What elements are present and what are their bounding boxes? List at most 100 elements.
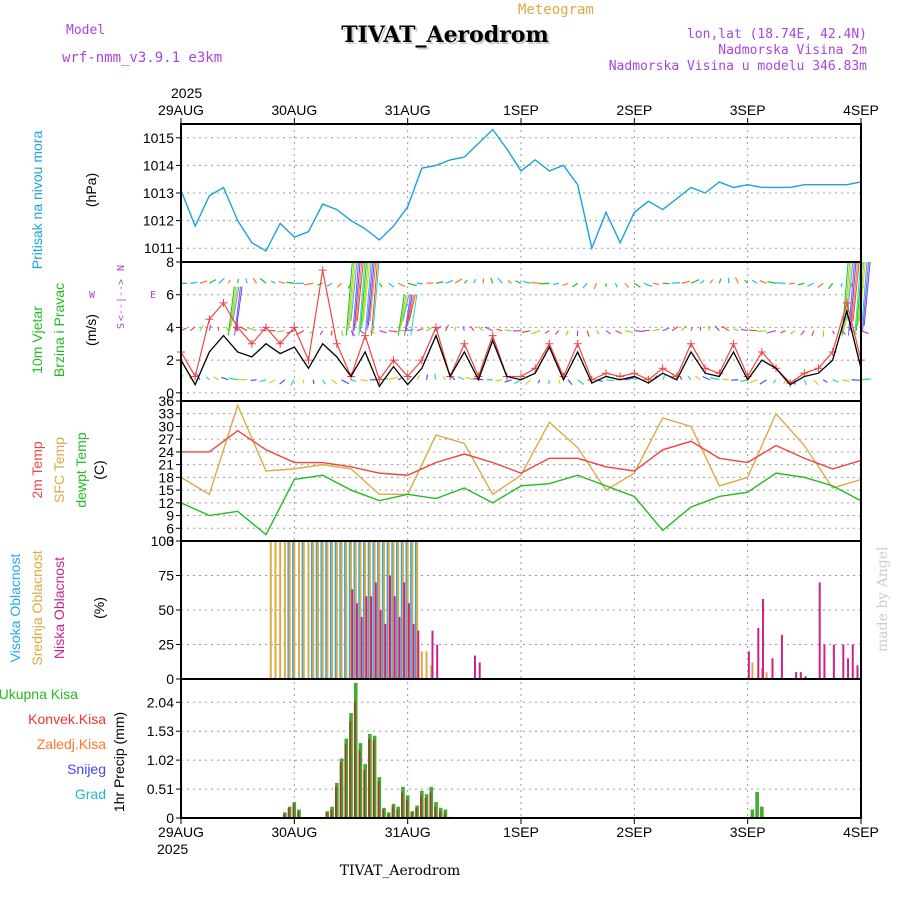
wind-fan-line	[366, 261, 374, 331]
precip-conv-bar	[443, 813, 446, 818]
wind-fan-line	[400, 294, 408, 326]
wind-arrow	[417, 282, 424, 285]
precip-conv-bar	[382, 809, 385, 818]
wind-arrow	[767, 281, 777, 284]
wind-arrow	[252, 277, 258, 284]
y-tick-label: 30	[158, 418, 174, 434]
wind-arrow	[586, 330, 590, 337]
y-tick-label: 1.02	[147, 752, 174, 768]
wind-arrow	[208, 324, 212, 331]
y-tick-label: 1011	[144, 240, 174, 256]
precip-total-bar	[368, 734, 372, 818]
gust-marker	[233, 323, 242, 332]
wind-arrow	[749, 329, 758, 332]
precip-total-bar	[283, 812, 287, 818]
y-tick-label: 0.51	[147, 781, 174, 797]
y-tick-label: 9	[166, 508, 174, 524]
wind-arrow	[722, 378, 729, 381]
dewpt-line	[180, 472, 862, 536]
wind-arrow	[290, 379, 295, 386]
wind-arrow	[504, 329, 512, 332]
precip-conv-bar	[283, 813, 285, 818]
wind-arrow	[278, 280, 286, 284]
wind-arrow	[709, 376, 720, 381]
wind-arrow	[350, 379, 357, 383]
footer-title: TIVAT_Aerodrom	[340, 863, 461, 879]
wind-arrow	[463, 279, 468, 284]
time-label-bottom: 31AUG	[385, 824, 431, 840]
time-label-top: 1SEP	[503, 102, 539, 118]
precip-conv-bar	[415, 807, 418, 818]
wind-fan-line	[364, 261, 372, 336]
cloud-unit: (%)	[91, 597, 107, 619]
time-label-bottom: 4SEP	[843, 824, 879, 840]
wind-fan-line	[846, 261, 854, 321]
wind-arrow	[388, 330, 398, 333]
wind-arrow	[416, 328, 424, 332]
wind-fan-line	[367, 261, 375, 326]
wind-arrow	[605, 330, 611, 335]
wind-arrow	[733, 328, 739, 332]
wind-arrow	[681, 324, 687, 332]
wind-arrow	[369, 330, 376, 334]
gust-marker	[573, 339, 582, 348]
wind-arrow	[690, 326, 694, 331]
gust-marker	[191, 372, 200, 381]
model-name: wrf-nmm_v3.9.1 e3km	[62, 50, 222, 66]
precip-total-bar	[358, 743, 363, 818]
precip-conv-bar	[438, 811, 441, 818]
y-tick-label: 2.04	[147, 694, 174, 710]
y-tick-label: 50	[158, 602, 174, 618]
wind-arrow	[817, 282, 824, 288]
wind-arrow	[860, 330, 869, 335]
wind-arrow	[734, 277, 739, 284]
wind-arrows	[180, 261, 871, 386]
wind-arrow	[465, 376, 474, 381]
pressure-unit: (hPa)	[83, 173, 99, 207]
wind-arrow	[780, 330, 786, 334]
time-label-top: 2SEP	[616, 102, 652, 118]
wind-arrow	[205, 376, 210, 381]
wind-arrow	[279, 379, 286, 385]
wind-arrow	[828, 282, 834, 290]
wind-arrow	[822, 379, 828, 383]
wind-arrow	[740, 379, 748, 382]
pressure-label: Pritisak na nivou mora	[29, 131, 45, 270]
wind-arrow	[582, 282, 588, 289]
time-label-bottom: 1SEP	[503, 824, 539, 840]
y-tick-label: 0	[166, 385, 174, 401]
wind-arrow	[749, 379, 758, 384]
wind-arrow	[209, 279, 217, 284]
wind-arrow	[247, 327, 257, 332]
wind-arrow	[388, 282, 395, 288]
wind-fan-line	[372, 261, 380, 331]
wind-fan-line	[363, 261, 371, 321]
precip-conv-bar	[292, 803, 295, 818]
wind-arrow	[772, 379, 777, 384]
precip-conv-bar	[391, 806, 394, 818]
precip-conv-bar	[401, 792, 403, 818]
wind-arrow	[544, 330, 550, 334]
precip-conv-bar	[330, 809, 333, 818]
wind-arrow	[614, 283, 618, 288]
wind-fan-line	[353, 261, 361, 331]
y-tick-label: 18	[158, 469, 174, 485]
precip-conv-bar	[396, 809, 399, 818]
wind-arrow	[840, 283, 843, 287]
wind-unit: (m/s)	[83, 314, 99, 346]
wind-fan-line	[405, 294, 413, 331]
wind-arrow	[270, 280, 276, 284]
y-tick-label: 1015	[143, 130, 174, 146]
y-tick-label: 36	[158, 393, 174, 409]
precip-conv-bar	[325, 812, 328, 818]
wind-arrow	[302, 379, 305, 384]
wind-arrow	[530, 281, 540, 284]
gust-marker	[304, 356, 313, 365]
time-label-top: 3SEP	[730, 102, 766, 118]
wind-arrow	[470, 325, 475, 332]
wind-arrow	[567, 379, 573, 386]
wind-arrow	[790, 330, 796, 335]
precip-total-bar	[410, 811, 415, 818]
wind-arrow	[841, 379, 850, 382]
precip-conv-bar	[358, 749, 361, 818]
